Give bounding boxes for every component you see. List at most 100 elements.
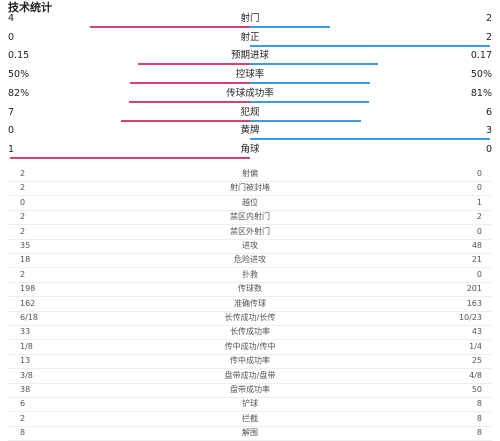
left-value: 18 [20,255,31,265]
left-bar [90,26,250,28]
row-divider [8,382,492,384]
left-value: 198 [20,284,36,294]
stat-label: 盘带成功/盘带 [224,370,276,380]
left-bar [130,82,250,85]
left-bar [120,119,250,122]
right-value: 50 [471,385,482,394]
row-divider [8,195,492,197]
left-value: 0 [8,125,15,137]
right-bar [250,138,490,141]
row-divider [8,397,492,398]
stat-label: 射门 [240,13,260,24]
stat-label: 传球成功率 [226,87,274,99]
row-divider [8,339,492,341]
right-value: 8 [476,399,482,409]
row-divider [8,368,492,370]
left-value: 6 [20,399,26,409]
stat-label: 扑救 [242,269,258,279]
left-value: 0 [8,31,15,43]
row-divider [8,296,492,298]
left-value: 7 [8,106,15,118]
left-value: 2 [20,169,26,178]
stat-label: 控球率 [235,69,265,81]
left-bar [137,63,250,66]
stat-label: 传中成功率 [230,356,270,366]
stat-label: 传球数 [238,284,262,294]
stat-label: 禁区外射门 [230,226,270,236]
left-value: 38 [20,385,31,394]
right-value: 43 [471,327,482,337]
left-value: 1/8 [20,341,33,351]
row-divider [8,253,492,254]
right-value: 0 [476,183,482,193]
row-divider [8,425,492,427]
right-value: 48 [471,241,482,250]
stat-label: 禁区内射门 [230,212,270,222]
row-divider [8,411,492,413]
left-value: 162 [20,298,36,308]
stat-label: 预期进球 [230,50,270,62]
right-value: 0 [476,269,482,279]
row-divider [8,224,492,226]
right-value: 25 [471,356,482,366]
stat-label: 危险进攻 [234,255,266,265]
right-value: 2 [485,31,492,43]
right-value: 10/23 [458,313,482,322]
left-value: 4 [8,13,15,24]
left-bar [10,156,250,159]
left-value: 3/8 [20,370,33,380]
left-bar [129,100,250,103]
stat-label: 射正 [240,31,260,43]
right-value: 0.17 [470,50,492,62]
row-divider [8,310,492,312]
row-divider [8,209,492,211]
stat-label: 传中成功/传中 [224,341,276,351]
right-bar [250,82,370,85]
left-value: 2 [20,413,26,423]
stat-label: 解围 [242,428,258,438]
stat-label: 进攻 [242,241,258,250]
left-value: 2 [20,226,26,236]
stat-label: 射门被封堵 [230,183,270,193]
stat-label: 铲球 [242,399,258,409]
right-value: 6 [485,106,492,118]
right-value: 50% [470,69,492,81]
left-value: 13 [20,356,31,366]
right-value: 163 [466,298,482,308]
stat-label: 黄牌 [240,125,260,137]
left-value: 0.15 [8,50,30,62]
right-bar [250,119,361,122]
stat-label: 准确传球 [234,298,266,308]
row-divider [8,281,492,283]
row-divider [8,238,492,240]
stat-label: 盘带成功率 [230,385,270,394]
right-value: 81% [470,87,492,99]
stat-label: 犯规 [240,106,260,118]
row-divider [8,353,492,355]
left-value: 33 [20,327,31,337]
stat-label: 角球 [240,143,260,155]
right-bar [250,44,490,47]
right-value: 3 [485,125,492,137]
right-value: 21 [471,255,482,265]
right-value: 1/4 [469,341,482,351]
right-value: 201 [466,284,482,294]
right-value: 8 [476,413,482,423]
left-value: 1 [8,143,15,155]
left-value: 6/18 [20,313,38,322]
stat-label: 越位 [242,197,258,207]
left-value: 35 [20,241,31,250]
right-value: 0 [476,226,482,236]
left-value: 8 [20,428,26,438]
right-value: 4/8 [469,370,482,380]
right-bar [250,26,330,28]
right-bar [250,63,378,66]
right-value: 2 [476,212,482,222]
right-value: 0 [485,143,492,155]
right-value: 0 [476,169,482,178]
stat-label: 射偏 [242,169,258,178]
title: 技术统计 [8,1,52,14]
row-divider [8,267,492,269]
right-value: 2 [485,13,492,24]
